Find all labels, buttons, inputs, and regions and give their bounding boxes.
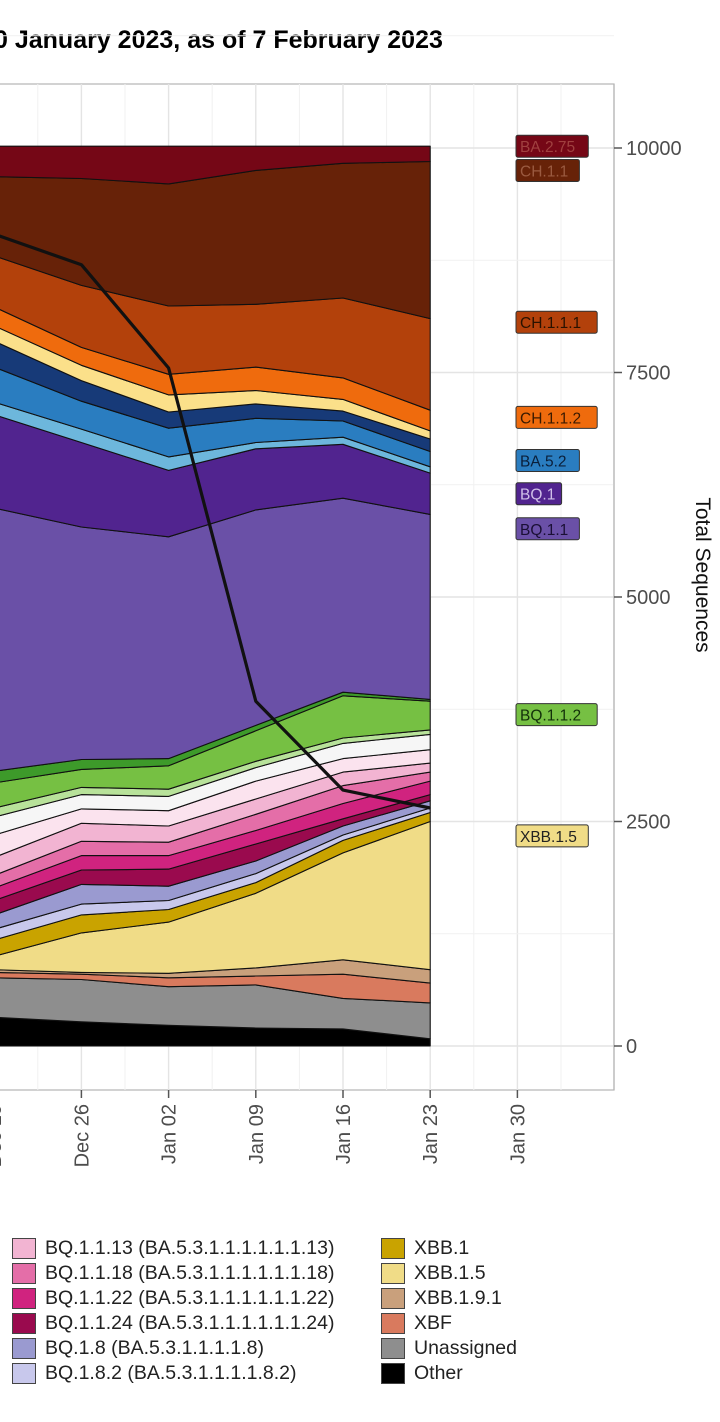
y-tick-label: 5000 [626, 587, 671, 609]
legend-label: Other [414, 1361, 463, 1384]
legend-item: BQ.1.8.2 (BA.5.3.1.1.1.1.8.2) [12, 1359, 296, 1387]
series-end-label-box [515, 405, 598, 429]
series-end-label: BQ.1.1 [520, 522, 568, 539]
legend-label: XBB.1 [414, 1236, 470, 1259]
legend-label: BQ.1.1.18 (BA.5.3.1.1.1.1.1.1.18) [45, 1261, 335, 1284]
series-end-label-box [515, 517, 580, 541]
legend-swatch [381, 1237, 405, 1259]
series-end-label: BQ.1.1.2 [520, 708, 581, 725]
legend-label: Unassigned [414, 1336, 517, 1359]
legend-label: XBF [414, 1311, 452, 1334]
legend-label: XBB.1.5 [414, 1261, 486, 1284]
legend-swatch [12, 1287, 36, 1309]
series-end-label-box [515, 449, 580, 473]
legend-item: XBF [381, 1309, 452, 1337]
legend-label: BQ.1.8 (BA.5.3.1.1.1.1.8) [45, 1336, 264, 1359]
chart-title: 0 January 2023, as of 7 February 2023 [0, 26, 443, 54]
series-end-label: CH.1.1.2 [520, 410, 581, 427]
legend-item: Other [381, 1359, 463, 1387]
legend-swatch [381, 1287, 405, 1309]
legend-item: BQ.1.8 (BA.5.3.1.1.1.1.8) [12, 1334, 264, 1362]
series-end-label-box [515, 703, 598, 727]
legend-swatch [12, 1262, 36, 1284]
series-end-label: CH.1.1.1 [520, 315, 581, 332]
legend-label: BQ.1.1.24 (BA.5.3.1.1.1.1.1.1.24) [45, 1311, 335, 1334]
x-tick-label: Jan 30 [507, 1104, 529, 1164]
x-tick-label: Jan 16 [333, 1104, 355, 1164]
series-end-label-box [515, 134, 589, 158]
legend-item: XBB.1 [381, 1234, 469, 1262]
legend-item: BQ.1.1.18 (BA.5.3.1.1.1.1.1.1.18) [12, 1259, 334, 1287]
legend-item: XBB.1.9.1 [381, 1284, 502, 1312]
series-end-label: BA.2.75 [520, 139, 575, 156]
legend-swatch [381, 1262, 405, 1284]
series-end-label-box [515, 158, 580, 182]
legend: BQ.1.1.13 (BA.5.3.1.1.1.1.1.1.13) BQ.1.1.… [0, 1228, 720, 1418]
legend-label: XBB.1.9.1 [414, 1286, 502, 1309]
x-tick-label: Dec 19 [0, 1104, 6, 1167]
legend-swatch [12, 1237, 36, 1259]
legend-item: BQ.1.1.13 (BA.5.3.1.1.1.1.1.1.13) [12, 1234, 334, 1262]
legend-item: Unassigned [381, 1334, 517, 1362]
series-end-label: BQ.1 [520, 487, 555, 504]
series-end-label-box [515, 310, 598, 334]
legend-swatch [381, 1312, 405, 1334]
legend-swatch [12, 1362, 36, 1384]
x-tick-label: Jan 09 [246, 1104, 268, 1164]
y-tick-label: 10000 [626, 138, 682, 160]
legend-label: BQ.1.1.13 (BA.5.3.1.1.1.1.1.1.13) [45, 1236, 335, 1259]
legend-swatch [12, 1312, 36, 1334]
legend-swatch [381, 1337, 405, 1359]
series-end-label-box [515, 824, 589, 848]
legend-item: BQ.1.1.22 (BA.5.3.1.1.1.1.1.1.22) [12, 1284, 334, 1312]
total-sequences-line [0, 234, 431, 810]
legend-swatch [381, 1362, 405, 1384]
series-end-label: BA.5.2 [520, 454, 567, 471]
legend-swatch [12, 1337, 36, 1359]
legend-label: BQ.1.8.2 (BA.5.3.1.1.1.1.8.2) [45, 1361, 297, 1384]
legend-item: BQ.1.1.24 (BA.5.3.1.1.1.1.1.1.24) [12, 1309, 334, 1337]
y-axis-title: Total Sequences [691, 497, 714, 652]
area-ba275 [0, 145, 431, 185]
y-tick-label: 0 [626, 1036, 637, 1058]
legend-label: BQ.1.1.22 (BA.5.3.1.1.1.1.1.1.22) [45, 1286, 335, 1309]
x-tick-label: Jan 23 [420, 1104, 442, 1164]
x-tick-label: Dec 26 [71, 1104, 93, 1167]
series-end-label: XBB.1.5 [520, 829, 577, 846]
y-tick-label: 7500 [626, 363, 671, 385]
x-tick-label: Jan 02 [159, 1104, 181, 1164]
legend-item: XBB.1.5 [381, 1259, 486, 1287]
series-end-label: CH.1.1 [520, 163, 568, 180]
y-tick-label: 2500 [626, 812, 671, 834]
series-end-label-box [515, 482, 563, 506]
